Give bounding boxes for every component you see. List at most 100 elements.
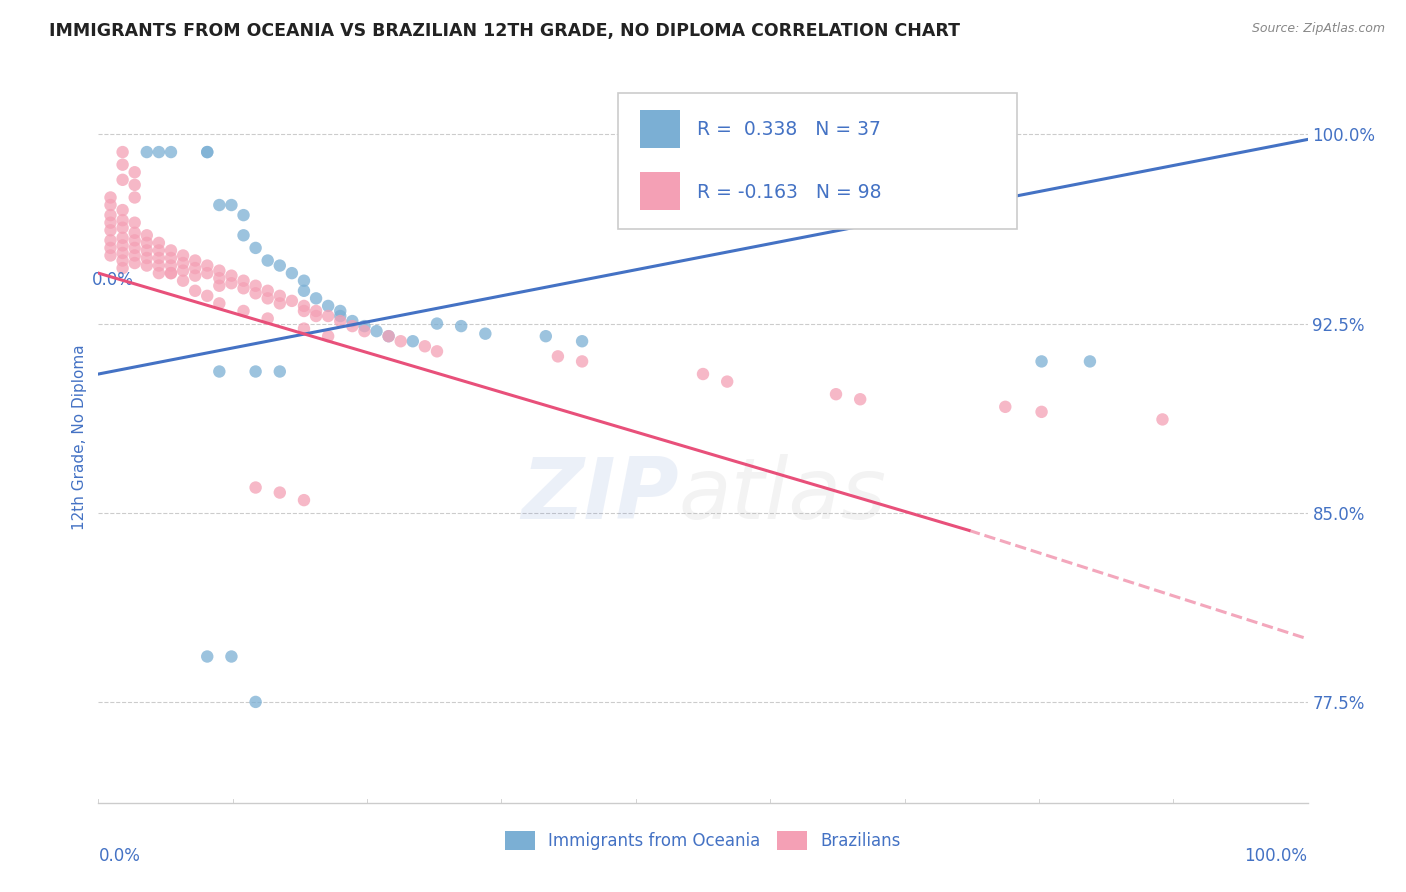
- Point: [547, 350, 569, 364]
- Point: [124, 226, 146, 240]
- Point: [245, 695, 267, 709]
- Point: [184, 253, 207, 268]
- Point: [256, 311, 278, 326]
- Bar: [640, 172, 681, 211]
- Point: [111, 145, 134, 159]
- Point: [245, 241, 267, 255]
- Point: [124, 190, 146, 204]
- Point: [292, 284, 315, 298]
- Point: [208, 296, 231, 310]
- Point: [111, 253, 134, 268]
- Point: [329, 314, 352, 328]
- Point: [269, 289, 291, 303]
- Point: [184, 261, 207, 276]
- Point: [100, 190, 122, 204]
- Point: [148, 259, 170, 273]
- Point: [172, 263, 194, 277]
- Point: [208, 198, 231, 212]
- Point: [316, 299, 339, 313]
- Point: [366, 324, 388, 338]
- Point: [111, 238, 134, 252]
- Point: [208, 271, 231, 285]
- Point: [329, 309, 352, 323]
- Point: [195, 145, 218, 159]
- Point: [571, 334, 593, 349]
- Point: [195, 649, 218, 664]
- Point: [160, 145, 183, 159]
- Point: [135, 235, 157, 250]
- Point: [172, 274, 194, 288]
- Point: [148, 145, 170, 159]
- Point: [195, 289, 218, 303]
- Text: atlas: atlas: [679, 454, 887, 537]
- Point: [160, 251, 183, 265]
- Point: [195, 145, 218, 159]
- Point: [135, 251, 157, 265]
- Point: [124, 256, 146, 270]
- Point: [100, 208, 122, 222]
- Point: [269, 259, 291, 273]
- Point: [100, 241, 122, 255]
- Text: R =  0.338   N = 37: R = 0.338 N = 37: [697, 120, 880, 138]
- Bar: [640, 110, 681, 148]
- Point: [111, 246, 134, 260]
- Point: [342, 314, 364, 328]
- Point: [316, 329, 339, 343]
- Point: [305, 291, 328, 305]
- Point: [135, 145, 157, 159]
- Point: [849, 392, 872, 407]
- Point: [245, 286, 267, 301]
- Point: [450, 319, 472, 334]
- Point: [160, 266, 183, 280]
- Point: [195, 266, 218, 280]
- Text: 0.0%: 0.0%: [98, 847, 141, 864]
- Text: 0.0%: 0.0%: [93, 271, 134, 289]
- Point: [172, 256, 194, 270]
- Point: [413, 339, 436, 353]
- Point: [292, 274, 315, 288]
- Point: [135, 259, 157, 273]
- Point: [124, 216, 146, 230]
- Text: R = -0.163   N = 98: R = -0.163 N = 98: [697, 183, 882, 202]
- Point: [825, 387, 848, 401]
- Point: [292, 299, 315, 313]
- Point: [292, 493, 315, 508]
- Point: [124, 241, 146, 255]
- Point: [402, 334, 425, 349]
- Point: [221, 198, 243, 212]
- Point: [1031, 354, 1053, 368]
- Point: [111, 261, 134, 276]
- Point: [692, 367, 714, 381]
- Point: [148, 266, 170, 280]
- Point: [305, 304, 328, 318]
- Point: [256, 284, 278, 298]
- Point: [100, 216, 122, 230]
- Point: [160, 259, 183, 273]
- Point: [148, 244, 170, 258]
- Point: [534, 329, 557, 343]
- Point: [389, 334, 412, 349]
- Point: [195, 259, 218, 273]
- Point: [256, 291, 278, 305]
- Point: [305, 309, 328, 323]
- Point: [184, 268, 207, 283]
- Point: [232, 228, 254, 243]
- Point: [111, 231, 134, 245]
- Point: [1078, 354, 1101, 368]
- Point: [353, 324, 375, 338]
- Point: [353, 319, 375, 334]
- Point: [245, 278, 267, 293]
- Point: [342, 319, 364, 334]
- Point: [111, 158, 134, 172]
- Text: 100.0%: 100.0%: [1244, 847, 1308, 864]
- Point: [377, 329, 399, 343]
- Point: [329, 304, 352, 318]
- Point: [221, 649, 243, 664]
- Point: [160, 266, 183, 280]
- Point: [221, 268, 243, 283]
- Point: [269, 364, 291, 378]
- Point: [232, 208, 254, 222]
- Point: [111, 220, 134, 235]
- Point: [716, 375, 738, 389]
- Point: [124, 178, 146, 192]
